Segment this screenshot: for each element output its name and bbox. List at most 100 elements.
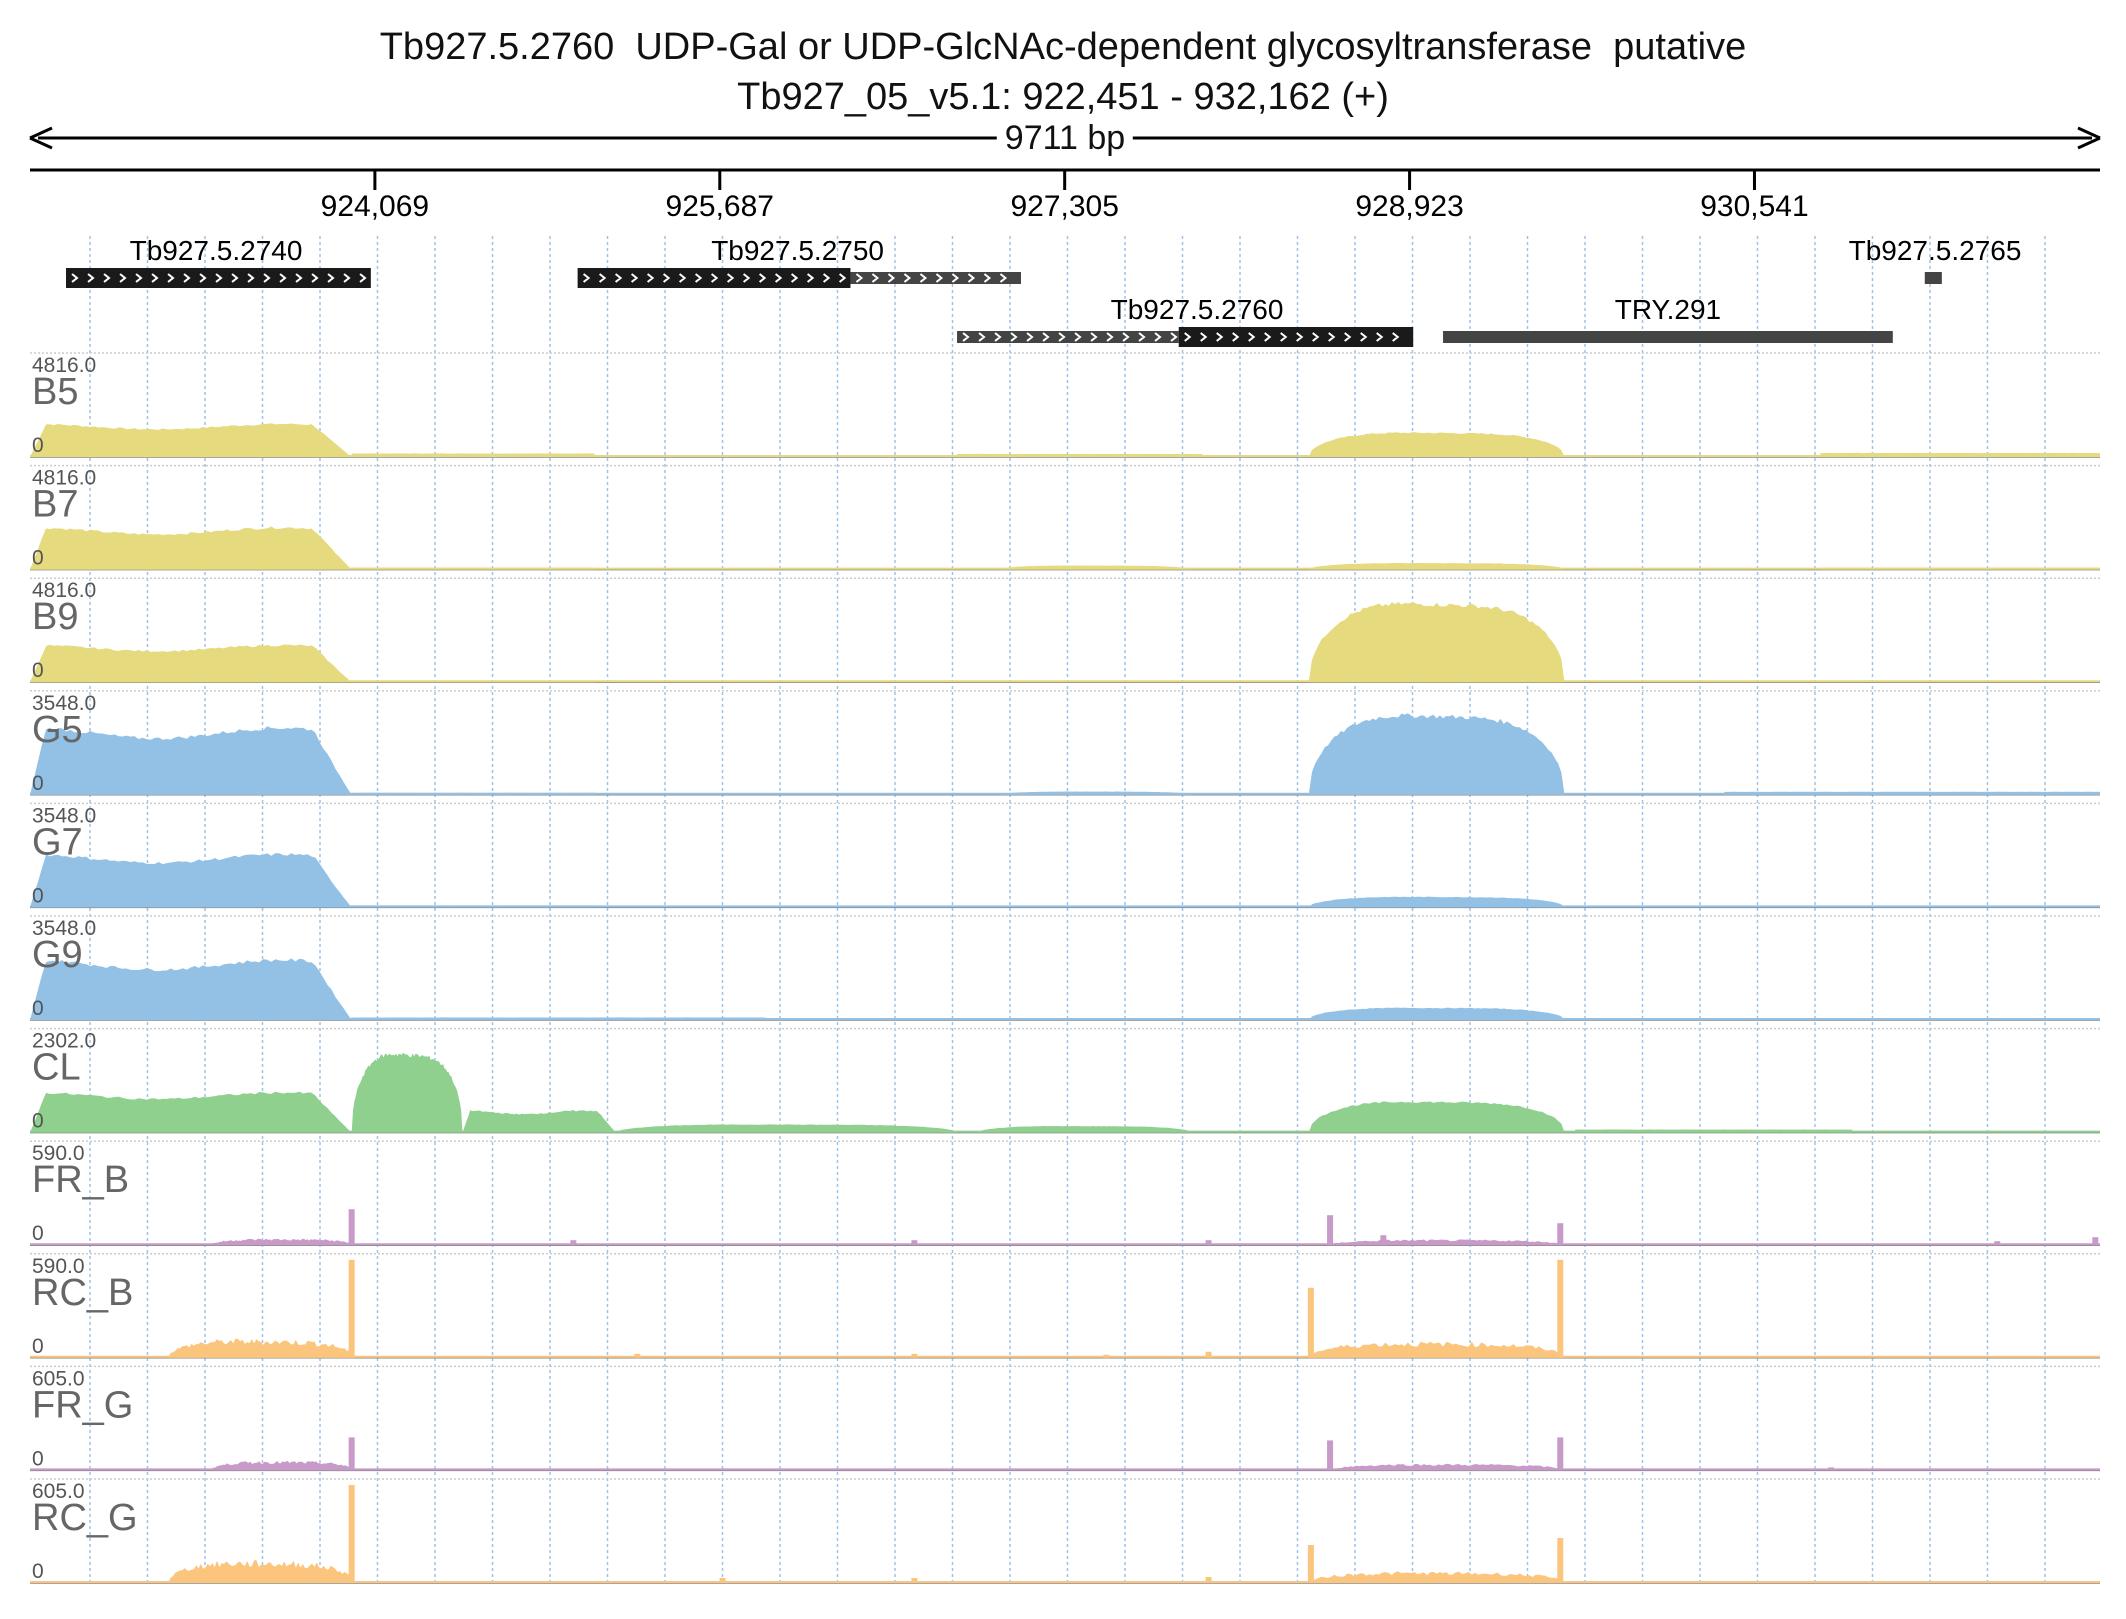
track-max-label: 2302.0 bbox=[32, 1030, 96, 1053]
track-fr-g: 605.0FR_G 0 bbox=[30, 1365, 2100, 1472]
track-name: B7 bbox=[32, 484, 78, 526]
track-max-label: 605.0 bbox=[32, 1480, 85, 1503]
gene-part bbox=[1178, 327, 1414, 347]
coverage-area bbox=[1308, 1007, 1565, 1020]
track-name: RC_G bbox=[32, 1497, 138, 1539]
track-min-label: 0 bbox=[32, 997, 44, 1020]
coverage-area bbox=[1308, 713, 1565, 795]
coverage-spike bbox=[1307, 1287, 1314, 1358]
gene-label: TRY.291 bbox=[1615, 294, 1721, 325]
axis-tick-label: 928,923 bbox=[1355, 190, 1463, 223]
coverage-area bbox=[30, 958, 352, 1020]
strand-chevrons bbox=[962, 332, 1178, 342]
coverage-area bbox=[615, 1124, 958, 1133]
track-name: FR_G bbox=[32, 1384, 133, 1426]
gene-model: Tb927.5.2740 bbox=[66, 235, 371, 288]
gene-model: Tb927.5.2765 bbox=[1849, 235, 2022, 284]
coverage-spike bbox=[1307, 1545, 1314, 1583]
track-max-label: 3548.0 bbox=[32, 804, 96, 827]
span-indicator: 9711 bp bbox=[30, 118, 2100, 158]
coverage-area bbox=[1308, 601, 1565, 683]
gene-part bbox=[850, 272, 1021, 284]
axis-tick-label: 924,069 bbox=[321, 190, 429, 223]
track-min-label: 0 bbox=[32, 1110, 44, 1133]
track-g9: 3548.0G9 0 bbox=[30, 915, 2100, 1021]
track-name: G5 bbox=[32, 709, 83, 751]
track-min-label: 0 bbox=[32, 659, 44, 682]
coverage-spike bbox=[1557, 1437, 1564, 1471]
coverage-area bbox=[30, 1091, 352, 1133]
coverage-spike bbox=[2092, 1237, 2099, 1246]
track-name: G7 bbox=[32, 821, 83, 863]
track-b5: 4816.0B5 0 bbox=[30, 352, 2100, 458]
track-max-label: 4816.0 bbox=[32, 467, 96, 490]
track-max-label: 590.0 bbox=[32, 1255, 85, 1278]
coverage-area bbox=[351, 1052, 463, 1133]
track-min-label: 0 bbox=[32, 884, 44, 907]
coverage-area bbox=[30, 526, 352, 570]
track-max-label: 4816.0 bbox=[32, 579, 96, 602]
track-name: G9 bbox=[32, 934, 83, 976]
track-max-label: 4816.0 bbox=[32, 354, 96, 377]
track-rc-g: 605.0RC_G 0 bbox=[30, 1478, 2100, 1584]
track-max-label: 3548.0 bbox=[32, 917, 96, 940]
gene-part bbox=[1443, 331, 1893, 343]
coverage-spike bbox=[1205, 1240, 1212, 1246]
coverage-spike bbox=[1380, 1235, 1387, 1246]
track-max-label: 3548.0 bbox=[32, 692, 96, 715]
track-max-label: 605.0 bbox=[32, 1367, 85, 1390]
track-min-label: 0 bbox=[32, 1447, 44, 1470]
coverage-area bbox=[168, 1338, 354, 1358]
gene-part bbox=[1924, 272, 1942, 284]
coverage-area bbox=[1308, 432, 1565, 457]
coverage-area bbox=[30, 423, 352, 457]
gene-model: Tb927.5.2750 bbox=[577, 235, 1021, 288]
coverage-area bbox=[210, 1460, 354, 1471]
track-min-label: 0 bbox=[32, 434, 44, 457]
coverage-spike bbox=[719, 1578, 726, 1583]
coverage-area bbox=[30, 726, 352, 795]
track-name: CL bbox=[32, 1047, 81, 1089]
gene-label: Tb927.5.2740 bbox=[130, 235, 303, 266]
strand-chevrons bbox=[71, 273, 367, 283]
coverage-area bbox=[30, 853, 352, 908]
track-min-label: 0 bbox=[32, 1222, 44, 1245]
coverage-area bbox=[462, 1110, 616, 1133]
title-line-1: Tb927.5.2760 UDP-Gal or UDP-GlcNAc-depen… bbox=[379, 26, 1747, 68]
coverage-area bbox=[1308, 896, 1565, 908]
coverage-spike bbox=[1327, 1440, 1334, 1471]
span-label: 9711 bp bbox=[996, 118, 1134, 158]
chart-title: Tb927.5.2760 UDP-Gal or UDP-GlcNAc-depen… bbox=[0, 22, 2126, 122]
track-min-label: 0 bbox=[32, 1335, 44, 1358]
coverage-area bbox=[168, 1560, 354, 1583]
strand-chevrons bbox=[582, 273, 847, 283]
strand-chevrons bbox=[855, 273, 1008, 283]
coverage-spike bbox=[348, 1485, 355, 1583]
gene-label: Tb927.5.2750 bbox=[711, 235, 884, 266]
track-fr-b: 590.0FR_B 0 bbox=[30, 1140, 2100, 1246]
coverage-spike bbox=[1557, 1223, 1564, 1246]
track-b7: 4816.0B7 0 bbox=[30, 464, 2100, 571]
track-min-label: 0 bbox=[32, 1560, 44, 1583]
grid-lines bbox=[89, 236, 2046, 1585]
axis-tick-label: 927,305 bbox=[1010, 190, 1118, 223]
coverage-area bbox=[1308, 1571, 1565, 1583]
coverage-spike bbox=[911, 1578, 918, 1583]
coverage-spike bbox=[1557, 1259, 1564, 1358]
strand-chevrons bbox=[1184, 332, 1400, 342]
coverage-spike bbox=[1557, 1538, 1564, 1583]
coverage-area bbox=[1308, 1341, 1565, 1358]
coverage-spike bbox=[1327, 1215, 1334, 1246]
coverage-spike bbox=[1205, 1577, 1212, 1583]
coverage-spike bbox=[1205, 1351, 1212, 1358]
gene-part bbox=[577, 268, 851, 288]
track-name: B9 bbox=[32, 596, 78, 638]
coverage-spike bbox=[348, 1209, 355, 1246]
span-arrow-right-head bbox=[2077, 126, 2101, 150]
coverage-spike bbox=[348, 1437, 355, 1471]
gene-label: Tb927.5.2765 bbox=[1849, 235, 2022, 266]
track-g7: 3548.0G7 0 bbox=[30, 802, 2100, 909]
gene-model: Tb927.5.2760 bbox=[957, 294, 1414, 347]
track-name: FR_B bbox=[32, 1159, 129, 1201]
